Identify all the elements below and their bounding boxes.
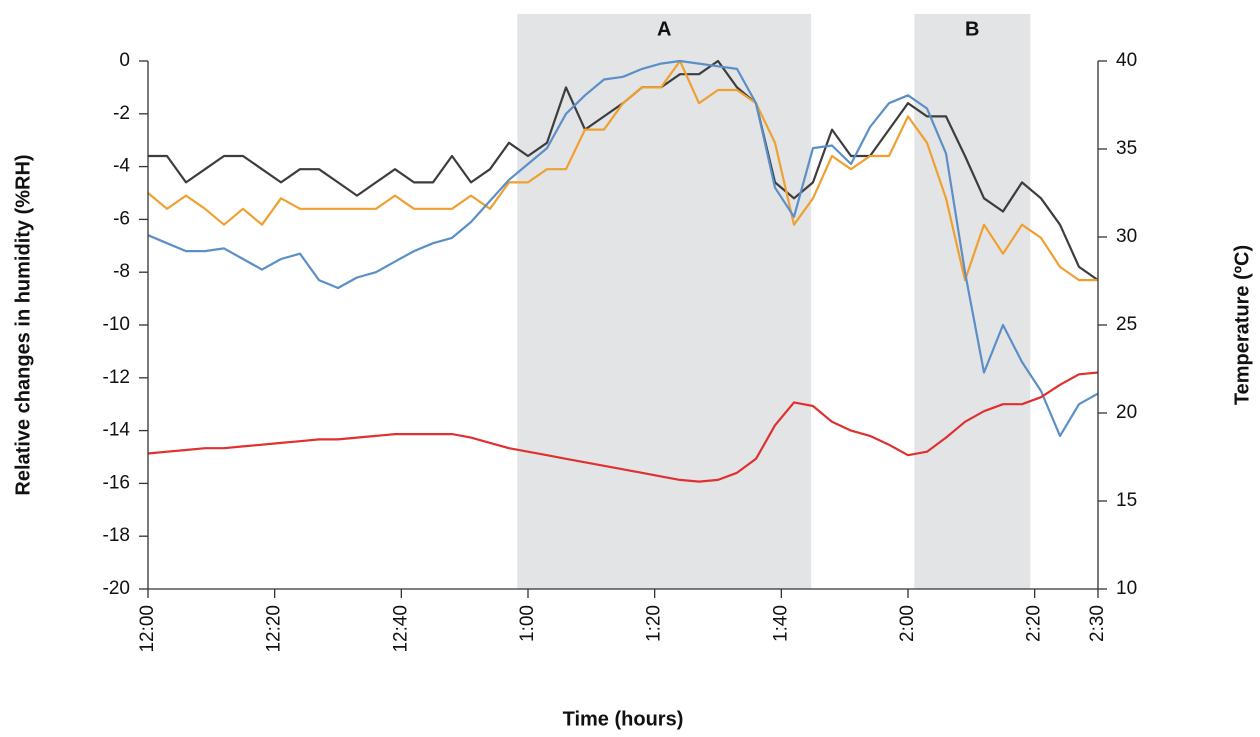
y-tick-label: -14	[103, 420, 131, 441]
y-tick-label: -20	[103, 578, 130, 599]
shaded-region	[914, 14, 1031, 589]
y2-axis-title: Temperature (ºC)	[1231, 245, 1253, 405]
x-tick-label: 12:40	[390, 605, 411, 653]
x-axis-title: Time (hours)	[563, 708, 684, 730]
y2-tick-label: 40	[1116, 50, 1137, 71]
data-line	[147, 371, 1099, 483]
y2-tick-label: 25	[1116, 314, 1137, 335]
y2-tick-label: 20	[1116, 402, 1137, 423]
y-tick-label: -18	[103, 525, 130, 546]
y2-tick-label: 15	[1116, 490, 1137, 511]
y-axis-title: Relative changes in humidity (%RH)	[12, 154, 34, 495]
x-tick-label: 1:40	[770, 605, 791, 642]
x-tick-label: 2:20	[1024, 605, 1045, 642]
y2-tick-label: 10	[1116, 578, 1137, 599]
data-line	[147, 59, 1099, 437]
y-tick-label: -8	[113, 261, 130, 282]
x-tick-label: 1:20	[644, 605, 665, 642]
y-tick-label: -12	[103, 367, 130, 388]
shaded-region	[517, 14, 812, 589]
y2-tick-label: 35	[1116, 138, 1137, 159]
region-label: B	[965, 18, 979, 40]
y-tick-label: 0	[119, 50, 130, 71]
y-tick-label: -2	[113, 103, 130, 124]
y-tick-label: -10	[103, 314, 130, 335]
y-tick-label: -4	[113, 156, 130, 177]
data-line	[147, 59, 1098, 282]
x-tick-label: 1:00	[517, 605, 538, 642]
x-tick-label: 12:00	[137, 605, 158, 653]
y-tick-label: -6	[113, 208, 130, 229]
y-tick-label: -16	[103, 472, 130, 493]
x-tick-label: 12:20	[264, 605, 285, 653]
x-tick-label: 2:30	[1087, 605, 1108, 642]
x-tick-label: 2:00	[897, 605, 918, 642]
y2-tick-label: 30	[1116, 226, 1137, 247]
region-label: A	[657, 18, 671, 40]
